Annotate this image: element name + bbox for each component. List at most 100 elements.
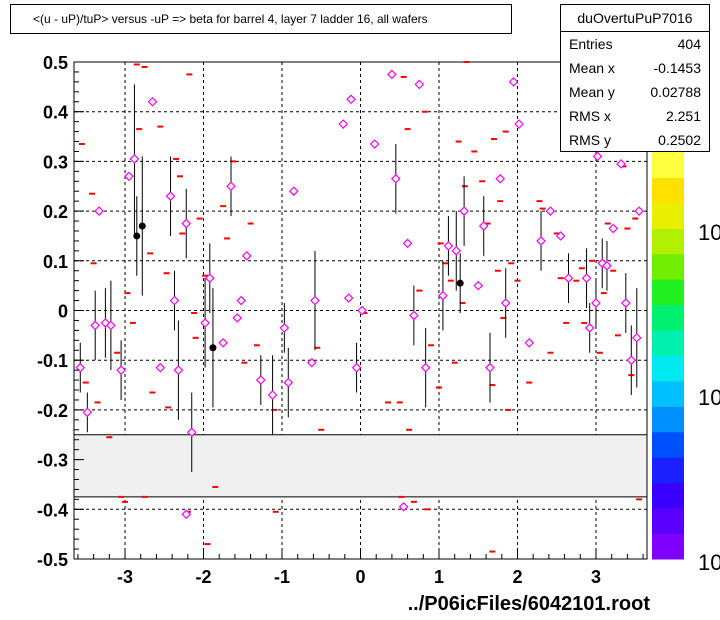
mean-point bbox=[346, 94, 356, 105]
mean-point bbox=[200, 318, 210, 328]
mean-point bbox=[218, 337, 228, 348]
stat-value: 0.2502 bbox=[658, 132, 701, 148]
mean-point bbox=[343, 293, 354, 303]
color-scale-segment bbox=[652, 152, 684, 178]
color-scale-segment bbox=[652, 482, 684, 509]
color-scale-segment bbox=[652, 304, 684, 331]
mean-point bbox=[563, 273, 574, 284]
axes: 0.5 0.4 0.3 0.2 0.1 0 -0.1 -0.2 -0.3 -0.4 -0.5 -3 -2… bbox=[37, 53, 644, 587]
stats-title: duOvertuPuP7016 bbox=[561, 5, 709, 32]
mean-point bbox=[459, 206, 469, 216]
black-point bbox=[209, 344, 217, 352]
mean-point bbox=[306, 357, 317, 368]
color-scale-segment bbox=[652, 177, 684, 204]
mean-point bbox=[351, 362, 362, 373]
mean-point bbox=[173, 365, 184, 375]
mean-point bbox=[75, 362, 86, 373]
mean-point bbox=[398, 501, 409, 512]
color-scale-segment bbox=[652, 253, 684, 280]
mean-point bbox=[94, 206, 104, 216]
mean-point bbox=[402, 238, 413, 249]
stat-row-mean-x: Mean x -0.1453 bbox=[561, 56, 709, 80]
stat-label: RMS y bbox=[569, 132, 611, 148]
black-point bbox=[138, 222, 146, 230]
mean-point bbox=[165, 191, 176, 202]
mean-point bbox=[420, 362, 431, 373]
color-scale-segment bbox=[652, 202, 684, 229]
mean-point bbox=[451, 246, 462, 256]
x-tick-label: 0 bbox=[355, 567, 365, 587]
mean-point bbox=[232, 313, 243, 323]
mean-point bbox=[485, 362, 495, 373]
y-tick-label: 0.5 bbox=[43, 53, 68, 73]
mean-point bbox=[181, 509, 192, 520]
mean-point bbox=[591, 298, 601, 308]
x-tick-label: 3 bbox=[591, 567, 601, 587]
mean-point bbox=[147, 96, 158, 107]
color-scale: 10 10 10 bbox=[652, 152, 720, 575]
plot-title: <(u - uP)/tuP> versus -uP => beta for ba… bbox=[10, 4, 512, 34]
mean-point bbox=[555, 231, 566, 241]
mean-point bbox=[514, 119, 524, 129]
mean-point bbox=[409, 310, 419, 321]
color-scale-segment bbox=[652, 533, 684, 560]
stat-label: Entries bbox=[569, 36, 613, 52]
mean-point bbox=[478, 221, 489, 231]
mean-point bbox=[226, 181, 236, 192]
stat-label: RMS x bbox=[569, 108, 611, 124]
mean-point bbox=[390, 173, 401, 184]
mean-point bbox=[255, 375, 266, 385]
mean-point bbox=[267, 390, 278, 400]
y-tick-label: 0.3 bbox=[43, 152, 68, 172]
mean-point bbox=[82, 407, 93, 418]
mean-point bbox=[236, 295, 247, 306]
y-tick-label: 0.1 bbox=[43, 252, 68, 272]
y-tick-label: -0.4 bbox=[37, 500, 68, 520]
mean-point bbox=[631, 332, 642, 343]
mean-point bbox=[597, 258, 608, 269]
color-scale-segment bbox=[652, 330, 684, 356]
mean-point bbox=[204, 273, 215, 284]
mean-point bbox=[545, 206, 556, 216]
x-tick-label: -2 bbox=[196, 567, 212, 587]
stat-label: Mean y bbox=[569, 84, 615, 100]
color-scale-segment bbox=[652, 228, 684, 255]
mean-point bbox=[500, 298, 511, 308]
mean-point bbox=[124, 171, 134, 182]
mean-point bbox=[592, 151, 603, 162]
mean-point bbox=[414, 79, 425, 90]
color-scale-segment bbox=[652, 380, 684, 407]
stat-value: 0.02788 bbox=[650, 84, 701, 100]
mean-point bbox=[620, 298, 631, 308]
mean-point bbox=[626, 355, 637, 366]
stat-value: -0.1453 bbox=[653, 60, 701, 76]
mean-point bbox=[387, 69, 397, 80]
color-scale-segment bbox=[652, 431, 684, 458]
mean-point bbox=[473, 280, 484, 291]
mean-point bbox=[241, 250, 252, 261]
stat-value: 2.251 bbox=[665, 108, 701, 124]
x-tick-label: -3 bbox=[117, 567, 133, 587]
mean-point bbox=[616, 159, 626, 169]
color-scale-segment bbox=[652, 406, 684, 433]
mean-point bbox=[634, 206, 644, 216]
mean-point bbox=[581, 273, 592, 284]
color-scale-label: 10 bbox=[698, 385, 720, 410]
mean-point bbox=[443, 241, 454, 251]
mean-point bbox=[357, 305, 367, 316]
shaded-band bbox=[73, 434, 648, 498]
mean-point bbox=[106, 320, 116, 331]
mean-point bbox=[283, 377, 294, 388]
mean-point bbox=[438, 290, 448, 301]
mean-point bbox=[186, 427, 197, 438]
mean-point bbox=[169, 295, 180, 306]
y-tick-label: -0.2 bbox=[37, 401, 68, 421]
mean-point bbox=[495, 173, 506, 184]
stat-value: 404 bbox=[677, 36, 701, 52]
mean-point bbox=[508, 77, 519, 87]
x-tick-label: 1 bbox=[434, 567, 444, 587]
stat-row-rms-x: RMS x 2.251 bbox=[561, 104, 709, 128]
y-tick-label: 0 bbox=[58, 302, 68, 322]
mean-point bbox=[608, 223, 619, 234]
